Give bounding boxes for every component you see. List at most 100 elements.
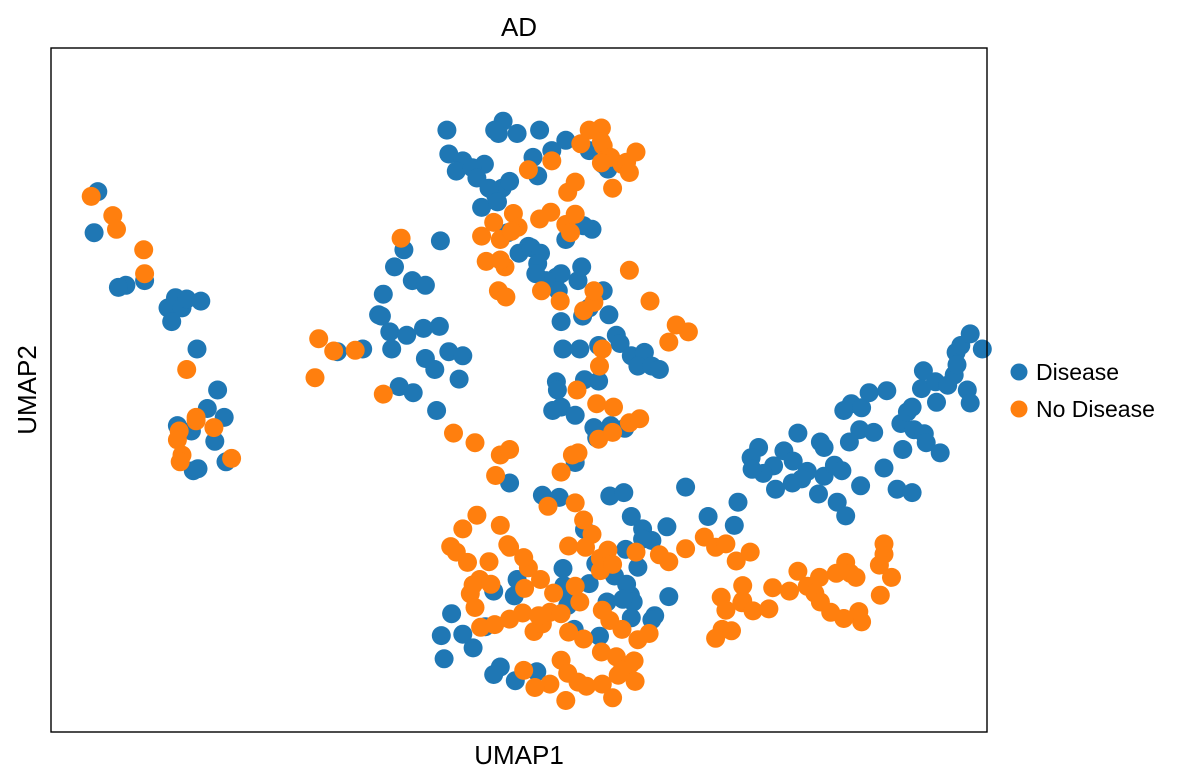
scatter-point [191,291,211,311]
scatter-point [591,132,611,152]
scatter-point [403,383,423,403]
scatter-point [724,515,744,535]
scatter-point [839,432,859,452]
scatter-point [625,671,645,691]
scatter-point [570,339,590,359]
scatter-point [592,600,612,620]
scatter-point [972,339,992,359]
scatter-point [530,120,550,140]
scatter-point [108,277,128,297]
scatter-point [571,134,591,154]
scatter-point [590,356,609,376]
scatter-point [722,621,741,641]
scatter-point [485,120,505,140]
scatter-point [659,552,679,572]
scatter-point [397,325,417,345]
scatter-point [584,281,604,301]
scatter-point [598,540,618,560]
scatter-point [135,264,155,284]
scatter-point [430,231,450,251]
scatter-point [380,322,400,342]
series-no-disease [81,118,901,710]
scatter-point [543,401,563,420]
scatter-point [851,476,871,496]
scatter-point [559,622,579,642]
scatter-point [726,551,746,571]
scatter-point [716,534,736,554]
scatter-point [613,589,633,609]
scatter-point [628,557,648,577]
scatter-point [515,578,535,598]
scatter-point [204,418,224,438]
scatter-point [305,368,325,388]
scatter-point [591,153,611,173]
scatter-point [205,431,225,451]
scatter-point [485,615,505,635]
scatter-point [874,458,894,478]
scatter-point [603,688,623,708]
scatter-point [887,479,907,499]
scatter-point [716,600,736,620]
scatter-point [429,316,449,336]
scatter-point [619,163,639,182]
scatter-point [465,433,485,453]
scatter-point [587,394,607,414]
scatter-point [559,536,579,556]
legend-label: No Disease [1036,396,1155,422]
scatter-point [913,361,933,381]
scatter-point [187,339,207,359]
scatter-point [556,691,576,710]
scatter-point [766,479,785,499]
scatter-point [467,505,487,525]
scatter-point [437,120,457,140]
scatter-point [453,624,473,644]
scatter-point [373,384,393,404]
scatter-point [556,130,576,150]
legend-marker [1010,363,1028,381]
scatter-point [526,264,546,284]
scatter-point [553,339,573,359]
scatter-point [208,380,228,400]
scatter-point [591,642,611,662]
scatter-point [574,629,594,649]
scatter-point [591,118,611,138]
scatter-point [619,260,639,280]
scatter-point [107,219,126,239]
scatter-point [698,507,718,526]
scatter-point [373,284,393,304]
scatter-point [465,598,485,617]
legend: Disease No Disease [1010,359,1155,422]
scatter-point [849,602,869,622]
scatter-point [177,289,197,309]
y-axis-label: UMAP2 [12,345,42,435]
scatter-point [463,575,483,595]
scatter-point [463,638,483,658]
scatter-point [859,383,879,403]
scatter-point [614,483,634,503]
scatter-point [626,142,646,162]
scatter-point [324,341,344,361]
scatter-point [657,517,677,537]
scatter-point [610,334,630,353]
scatter-point [809,484,828,504]
scatter-point [640,291,660,311]
scatter-point [572,257,592,277]
scatter-point [84,223,104,243]
scatter-point [565,576,585,596]
scatter-point [551,462,571,482]
scatter-point [599,305,619,325]
scatter-point [514,660,534,680]
scatter-point [162,312,182,332]
scatter-point [500,473,520,493]
scatter-point [391,228,411,248]
scatter-point [565,204,585,224]
scatter-point [612,660,632,680]
scatter-point [425,360,445,379]
legend-marker [1010,400,1028,418]
scatter-point [177,360,197,379]
scatter-point [382,339,402,359]
scatter-point [488,192,507,212]
scatter-point [788,423,808,443]
scatter-point [780,581,799,601]
scatter-point [471,617,491,637]
